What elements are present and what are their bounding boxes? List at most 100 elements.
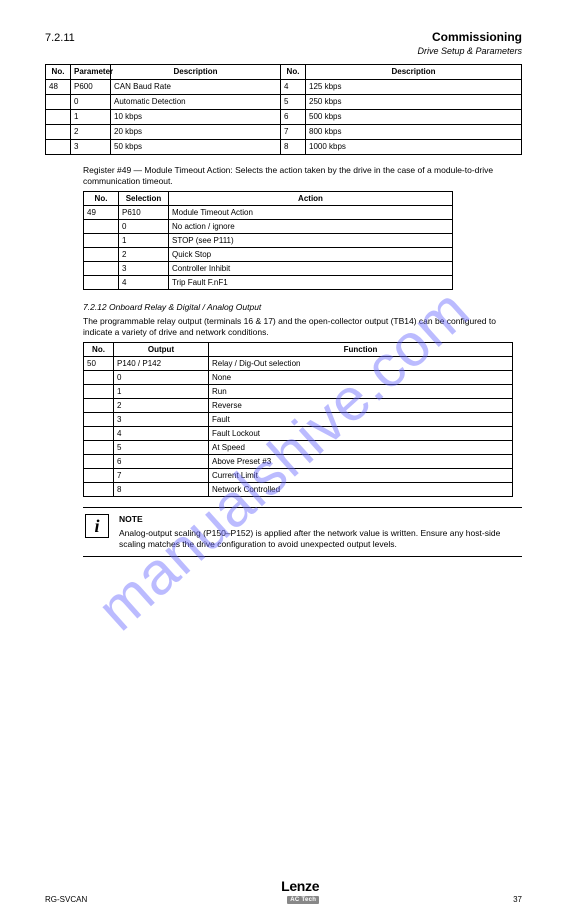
cell: [84, 262, 119, 276]
cell: 2: [119, 248, 169, 262]
cell: No action / ignore: [169, 220, 453, 234]
cell: 1000 kbps: [306, 140, 522, 155]
cell: 250 kbps: [306, 95, 522, 110]
timeout-action-table: No. Selection Action 49P610Module Timeou…: [83, 191, 453, 290]
cell: Run: [209, 385, 513, 399]
cell: 0: [71, 95, 111, 110]
table-row: 49P610Module Timeout Action: [84, 206, 453, 220]
cell: [84, 427, 114, 441]
col-header: No.: [281, 65, 306, 80]
col-header: Action: [169, 192, 453, 206]
table-row: 2Reverse: [84, 399, 513, 413]
note-body: Analog-output scaling (P150–P152) is app…: [119, 528, 500, 549]
cell: 1: [119, 234, 169, 248]
table-row: No. Selection Action: [84, 192, 453, 206]
section-intro-2: The programmable relay output (terminals…: [83, 316, 522, 338]
page-header: 7.2.11 Commissioning Drive Setup & Param…: [45, 30, 522, 56]
cell: Controller Inhibit: [169, 262, 453, 276]
cell: Relay / Dig-Out selection: [209, 357, 513, 371]
cell: [46, 110, 71, 125]
page-subtitle: Drive Setup & Parameters: [417, 46, 522, 56]
cell: 0: [114, 371, 209, 385]
table-row: 0None: [84, 371, 513, 385]
cell: 1: [71, 110, 111, 125]
table-row: 6Above Preset #3: [84, 455, 513, 469]
cell: 0: [119, 220, 169, 234]
note-callout: i NOTE Analog-output scaling (P150–P152)…: [83, 507, 522, 557]
cell: 10 kbps: [111, 110, 281, 125]
table-row: 4Fault Lockout: [84, 427, 513, 441]
cell: 6: [114, 455, 209, 469]
page-title: Commissioning: [417, 30, 522, 44]
cell: [84, 413, 114, 427]
cell: [84, 469, 114, 483]
cell: 8: [281, 140, 306, 155]
col-header: No.: [84, 343, 114, 357]
table-row: 4Trip Fault F.nF1: [84, 276, 453, 290]
col-header: Selection: [119, 192, 169, 206]
cell: None: [209, 371, 513, 385]
cell: Reverse: [209, 399, 513, 413]
cell: [84, 248, 119, 262]
cell: P140 / P142: [114, 357, 209, 371]
cell: Above Preset #3: [209, 455, 513, 469]
table-row: 2Quick Stop: [84, 248, 453, 262]
table-row: 8Network Controlled: [84, 483, 513, 497]
cell: P600: [71, 80, 111, 95]
table-row: 48 P600 CAN Baud Rate 4 125 kbps: [46, 80, 522, 95]
register-table: No. Parameter Description No. Descriptio…: [45, 64, 522, 155]
cell: Fault Lockout: [209, 427, 513, 441]
table-row: 3Fault: [84, 413, 513, 427]
col-header: No.: [46, 65, 71, 80]
cell: STOP (see P111): [169, 234, 453, 248]
cell: Automatic Detection: [111, 95, 281, 110]
cell: [84, 385, 114, 399]
table-row: 1 10 kbps 6 500 kbps: [46, 110, 522, 125]
cell: 800 kbps: [306, 125, 522, 140]
cell: 6: [281, 110, 306, 125]
cell: 7: [114, 469, 209, 483]
header-title-group: Commissioning Drive Setup & Parameters: [417, 30, 522, 56]
cell: [84, 441, 114, 455]
cell: [84, 276, 119, 290]
col-header: Output: [114, 343, 209, 357]
cell: 4: [281, 80, 306, 95]
cell: [46, 125, 71, 140]
table-row: No. Parameter Description No. Descriptio…: [46, 65, 522, 80]
cell: CAN Baud Rate: [111, 80, 281, 95]
table-row: 50P140 / P142Relay / Dig-Out selection: [84, 357, 513, 371]
page-number: 37: [513, 895, 522, 904]
cell: [84, 220, 119, 234]
col-header: Description: [306, 65, 522, 80]
cell: Fault: [209, 413, 513, 427]
cell: 4: [114, 427, 209, 441]
cell: 1: [114, 385, 209, 399]
table-row: 0No action / ignore: [84, 220, 453, 234]
section-intro: Register #49 — Module Timeout Action: Se…: [83, 165, 522, 187]
note-title: NOTE: [119, 514, 520, 525]
cell: 49: [84, 206, 119, 220]
cell: 8: [114, 483, 209, 497]
cell: 7: [281, 125, 306, 140]
cell: [84, 234, 119, 248]
cell: Module Timeout Action: [169, 206, 453, 220]
cell: 5: [281, 95, 306, 110]
table-row: 1STOP (see P111): [84, 234, 453, 248]
cell: 5: [114, 441, 209, 455]
col-header: No.: [84, 192, 119, 206]
cell: P610: [119, 206, 169, 220]
doc-id: RG-SVCAN: [45, 895, 87, 904]
col-header: Parameter: [71, 65, 111, 80]
section-number: 7.2.11: [45, 32, 75, 44]
cell: [84, 371, 114, 385]
cell: [84, 483, 114, 497]
cell: 3: [114, 413, 209, 427]
section-block-2: 7.2.12 Onboard Relay & Digital / Analog …: [83, 302, 522, 557]
col-header: Function: [209, 343, 513, 357]
cell: 4: [119, 276, 169, 290]
page-body: 7.2.11 Commissioning Drive Setup & Param…: [0, 0, 567, 589]
note-text: NOTE Analog-output scaling (P150–P152) i…: [119, 514, 520, 550]
cell: Quick Stop: [169, 248, 453, 262]
info-icon: i: [85, 514, 109, 538]
cell: 50 kbps: [111, 140, 281, 155]
